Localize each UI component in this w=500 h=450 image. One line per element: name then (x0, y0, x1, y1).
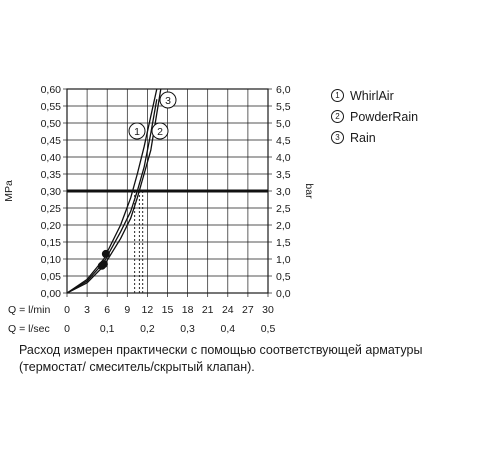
x-tick-label-lsec: 0,5 (261, 323, 276, 335)
legend-item-rain: 3 Rain (331, 127, 418, 148)
y-tick-label-left: 0,40 (41, 152, 62, 164)
x-tick-label-lmin: 21 (202, 304, 214, 316)
x-tick-label-lmin: 0 (64, 304, 70, 316)
x-tick-label-lsec: 0,3 (180, 323, 195, 335)
y-tick-label-right: 2,0 (276, 220, 291, 232)
x-tick-label-lsec: 0,2 (140, 323, 155, 335)
y-tick-label-left: 0,00 (41, 288, 62, 300)
chart-caption: Расход измерен практически с помощью соо… (19, 343, 423, 374)
x-tick-label-lmin: 6 (104, 304, 110, 316)
y-tick-label-right: 6,0 (276, 84, 291, 96)
series-marker-label: 2 (157, 126, 163, 138)
y-tick-label-left: 0,35 (41, 169, 62, 181)
series-marker-circle (151, 122, 169, 140)
legend: 1 WhirlAir 2 PowderRain 3 Rain (331, 85, 418, 148)
series-line-powderrain (66, 99, 158, 294)
series-curves: 1 2 3 (66, 88, 177, 294)
y-tick-label-left: 0,50 (41, 118, 62, 130)
x-tick-label-lmin: 3 (84, 304, 90, 316)
y-tick-label-left: 0,05 (41, 271, 62, 283)
legend-item-whirlair: 1 WhirlAir (331, 85, 418, 106)
y-tick-label-right: 3,5 (276, 169, 291, 181)
x-tick-label-lmin: 18 (182, 304, 194, 316)
y-tick-label-right: 4,0 (276, 152, 291, 164)
series-marker-circle (128, 122, 146, 140)
x-tick-label-lmin: 9 (124, 304, 130, 316)
y-tick-label-right: 5,5 (276, 101, 291, 113)
x-axis-title-lmin: Q = l/min (8, 304, 50, 316)
series-point-rain (97, 261, 106, 270)
legend-label: Rain (350, 130, 376, 145)
x-tick-label-lsec: 0,4 (220, 323, 235, 335)
x-tick-label-lmin: 30 (262, 304, 274, 316)
legend-item-powderrain: 2 PowderRain (331, 106, 418, 127)
x-tick-label-lsec: 0,1 (100, 323, 115, 335)
series-line-rain (66, 88, 162, 294)
tick-labels: 0,00 0,00,05 0,50,10 1,00,15 1,50,20 2,00,25 2… (3, 84, 315, 335)
x-tick-label-lmin: 15 (162, 304, 174, 316)
x-tick-label-lmin: 27 (242, 304, 254, 316)
y-tick-label-left: 0,10 (41, 254, 62, 266)
y-axis-title-right: bar (303, 183, 315, 199)
y-tick-label-right: 5,0 (276, 118, 291, 130)
y-tick-label-left: 0,55 (41, 101, 62, 113)
x-axis-title-lsec: Q = l/sec (8, 323, 50, 335)
y-tick-label-left: 0,45 (41, 135, 62, 147)
series-marker-circle (159, 91, 177, 109)
y-tick-label-right: 3,0 (276, 186, 291, 198)
y-tick-label-right: 1,0 (276, 254, 291, 266)
legend-label: WhirlAir (350, 88, 394, 103)
y-tick-label-right: 0,5 (276, 271, 291, 283)
legend-marker: 3 (331, 131, 344, 144)
y-tick-label-right: 1,5 (276, 237, 291, 249)
x-tick-label-lmin: 24 (222, 304, 234, 316)
legend-label: PowderRain (350, 109, 419, 124)
y-tick-label-right: 2,5 (276, 203, 291, 215)
flow-pressure-chart: 1 23 0,00 0,00,05 0,50,10 1,00,15 1,50,20 2,00… (3, 84, 315, 335)
series-marker-label: 3 (165, 95, 171, 107)
y-tick-label-left: 0,60 (41, 84, 62, 96)
series-marker-label: 1 (134, 126, 140, 138)
y-tick-label-left: 0,20 (41, 220, 62, 232)
chart-axes (63, 88, 272, 297)
y-tick-label-right: 4,5 (276, 135, 291, 147)
x-tick-label-lmin: 12 (142, 304, 154, 316)
x-tick-label-lsec: 0 (64, 323, 70, 335)
y-tick-label-left: 0,15 (41, 237, 62, 249)
y-axis-title-left: MPa (3, 180, 15, 202)
legend-marker: 1 (331, 89, 344, 102)
y-tick-label-right: 0,0 (276, 288, 291, 300)
series-line-whirlair (66, 88, 158, 294)
y-tick-label-left: 0,25 (41, 203, 62, 215)
legend-marker: 2 (331, 110, 344, 123)
y-tick-label-left: 0,30 (41, 186, 62, 198)
